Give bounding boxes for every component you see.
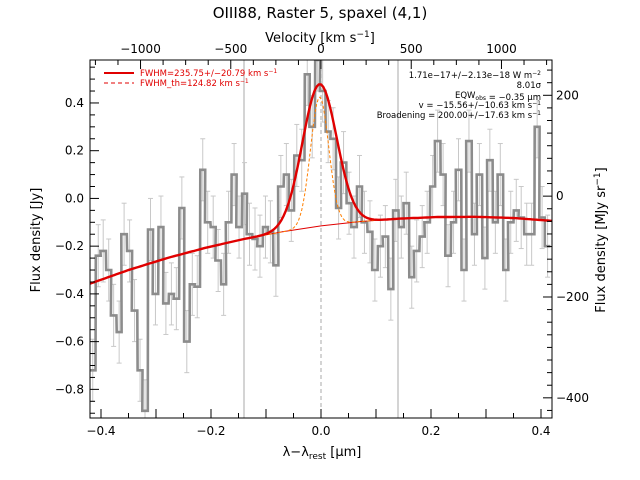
right-tick-label: 200 (556, 88, 579, 102)
fit-line (90, 83, 552, 285)
top-axis-label: Velocity [km s−1] (265, 30, 375, 46)
y-axis-label: Flux density [Jy] (29, 188, 44, 293)
x-axis: −0.4 −0.2 0.0 0.2 0.4 (86, 409, 551, 438)
right-tick-label: −400 (556, 391, 589, 405)
spectrum-line (90, 60, 551, 413)
y-tick-label: 0.0 (65, 191, 84, 205)
annotation-text: Broadening = 200.00+/−17.63 km s−1 (377, 110, 541, 121)
thermal-profile-line (243, 96, 398, 240)
top-tick-label: 0 (317, 42, 325, 56)
top-tick-label: 500 (400, 42, 423, 56)
x-tick-label: 0.4 (531, 424, 550, 438)
x-tick-label: 0.0 (311, 424, 330, 438)
top-tick-label: −1000 (120, 42, 161, 56)
chart-title: OIII88, Raster 5, spaxel (4,1) (213, 4, 428, 22)
right-axis: 200 0 −200 −400 (543, 69, 589, 411)
legend: FWHM=235.75+/−20.79 km s−1FWHM_th=124.82… (104, 68, 277, 89)
top-axis: −1000 −500 0 500 1000 (94, 42, 548, 69)
y-tick-label: −0.6 (55, 335, 84, 349)
annotation-text: v = −15.56+/−10.63 km s−1 (419, 100, 542, 111)
right-tick-label: −200 (556, 290, 589, 304)
x-axis-label: λ−λrest [μm] (283, 445, 362, 462)
top-tick-label: −500 (214, 42, 247, 56)
x-tick-label: −0.4 (86, 424, 115, 438)
right-tick-label: 0 (556, 189, 564, 203)
annotation-text: EQWobs = −0.35 μm (455, 91, 541, 103)
legend-label: FWHM=235.75+/−20.79 km s−1 (140, 68, 277, 79)
x-tick-label: −0.2 (196, 424, 225, 438)
y-tick-label: −0.2 (55, 239, 84, 253)
right-axis-label: Flux density [MJy sr−1] (593, 167, 609, 312)
annotation-text: 1.71e−17+/−2.13e−18 W m−2 (409, 70, 541, 81)
legend-label: FWHM_th=124.82 km s−1 (140, 78, 249, 89)
y-tick-label: −0.8 (55, 382, 84, 396)
top-tick-label: 1000 (486, 42, 517, 56)
x-tick-label: 0.2 (421, 424, 440, 438)
annotation-text: 8.01σ (517, 81, 542, 91)
y-axis: 0.4 0.2 0.0 −0.2 −0.4 −0.6 −0.8 (55, 66, 99, 414)
y-tick-label: 0.4 (65, 96, 84, 110)
series-layer (90, 60, 552, 413)
y-tick-label: 0.2 (65, 144, 84, 158)
y-tick-label: −0.4 (55, 287, 84, 301)
